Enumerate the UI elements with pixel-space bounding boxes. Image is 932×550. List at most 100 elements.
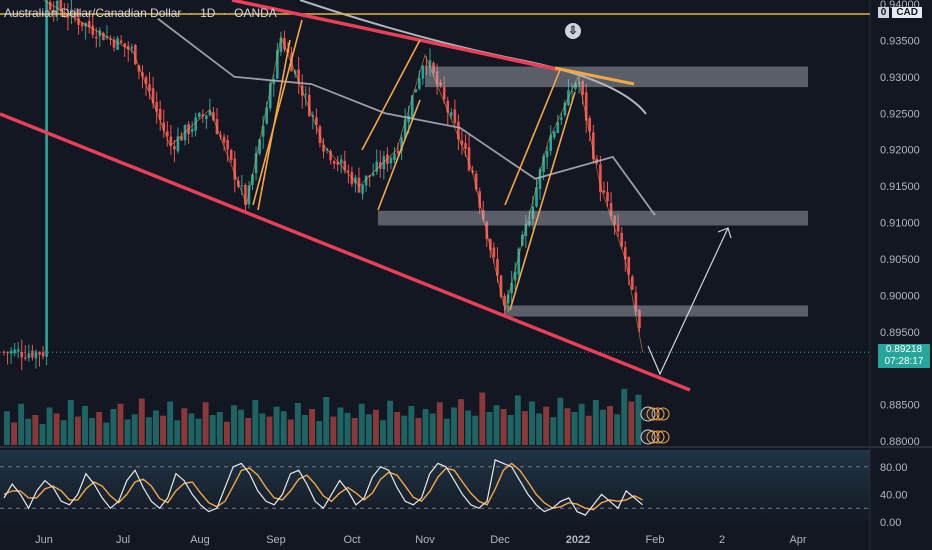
- event-stack-icon: [656, 430, 670, 444]
- price-pane[interactable]: [0, 0, 932, 445]
- volume-bar: [394, 412, 401, 445]
- stochastic-pane[interactable]: [0, 450, 870, 528]
- candle-body: [102, 32, 105, 41]
- event-stack-icon: [651, 407, 665, 421]
- volume-bar: [451, 407, 457, 445]
- channel-line[interactable]: [504, 69, 561, 206]
- header-separator: ·: [219, 6, 231, 20]
- candle-body: [48, 1, 52, 10]
- volume-bar: [309, 409, 315, 445]
- symbol-name[interactable]: Australian Dollar/Canadian Dollar: [4, 6, 182, 20]
- lower-trendline[interactable]: [0, 112, 691, 392]
- projection-arrowhead[interactable]: [717, 227, 732, 239]
- broker-label: OANDA: [234, 6, 277, 20]
- volume-bar: [231, 405, 237, 445]
- candle-body: [141, 72, 144, 77]
- volume-bar: [479, 392, 486, 445]
- support-resistance-zone[interactable]: [505, 305, 808, 317]
- volume-bar: [138, 398, 145, 445]
- upper-trendline-extension[interactable]: [554, 66, 635, 86]
- candle-body: [556, 122, 560, 134]
- stoch-tick-label: 80.00: [880, 462, 908, 474]
- volume-bar: [195, 418, 202, 445]
- candle-body: [254, 153, 258, 174]
- candle-body: [574, 83, 577, 89]
- candle-body: [126, 45, 130, 50]
- price-tick-label: 0.92000: [880, 145, 920, 157]
- candle-body: [194, 117, 197, 131]
- volume-bar: [458, 399, 464, 445]
- support-resistance-zone[interactable]: [377, 210, 808, 226]
- volume-bar: [323, 397, 330, 445]
- candle-body: [634, 292, 638, 312]
- volume-bar: [287, 419, 294, 445]
- volume-bar: [330, 416, 337, 445]
- candle-body: [91, 25, 95, 35]
- candle-body: [517, 248, 521, 275]
- interval-label[interactable]: 1D: [200, 6, 216, 20]
- candle-body: [166, 131, 169, 137]
- candle-body: [66, 14, 70, 18]
- volume-bar: [465, 410, 472, 445]
- candle-body: [16, 349, 20, 352]
- volume-bar: [266, 416, 273, 445]
- channel-line[interactable]: [361, 39, 421, 151]
- time-tick-label: Nov: [415, 534, 435, 546]
- support-resistance-zone[interactable]: [425, 66, 808, 88]
- stoch-k-line: [3, 459, 643, 516]
- candle-body: [542, 156, 545, 172]
- volume-bar: [422, 409, 429, 445]
- candle-body: [435, 71, 439, 85]
- event-flag-icon[interactable]: [640, 429, 656, 445]
- candle-body: [329, 150, 332, 161]
- stoch-d-line: [3, 462, 643, 511]
- event-stack-icon: [651, 430, 665, 444]
- volume-bar: [18, 403, 25, 445]
- candle-body: [481, 210, 485, 220]
- candle-body: [208, 110, 212, 116]
- volume-bar: [564, 408, 571, 445]
- candle-body: [623, 247, 627, 260]
- candle-body: [453, 109, 457, 123]
- moving-average-line: [157, 17, 656, 216]
- candle-body: [311, 115, 315, 117]
- symbol-header[interactable]: Australian Dollar/Canadian Dollar · 1D ·…: [4, 6, 281, 20]
- candle-body: [393, 153, 396, 161]
- channel-line[interactable]: [509, 91, 576, 311]
- upper-trendline[interactable]: [231, 0, 561, 72]
- candle-body: [485, 221, 489, 240]
- volume-bar: [82, 406, 88, 445]
- candle-body: [638, 310, 641, 329]
- candle-body: [613, 216, 616, 225]
- scroll-down-icon[interactable]: ⇩: [565, 23, 581, 39]
- price-pane-bg: [0, 0, 932, 445]
- last-price-label: 0.89218 07:28:17: [878, 344, 930, 368]
- volume-bar: [571, 412, 578, 445]
- candle-body: [123, 43, 126, 48]
- volume-bar: [486, 412, 493, 445]
- drawings-layer[interactable]: [0, 0, 870, 445]
- channel-line[interactable]: [257, 39, 291, 211]
- candle-body: [24, 357, 27, 359]
- candle-body: [442, 87, 446, 100]
- candle-body: [521, 234, 524, 246]
- candle-body: [70, 9, 73, 16]
- candle-body: [510, 282, 513, 294]
- candle-body: [552, 131, 556, 138]
- candle-body: [499, 275, 503, 297]
- candle-body: [265, 107, 268, 124]
- volume-bar: [160, 415, 166, 445]
- candle-body: [609, 203, 613, 217]
- currency-badge[interactable]: 0 CAD: [877, 4, 922, 20]
- candle-body: [616, 225, 620, 232]
- volume-bar: [621, 388, 628, 445]
- price-tick-label: 0.88000: [880, 436, 920, 448]
- channel-line[interactable]: [377, 99, 421, 211]
- volume-bar: [60, 420, 67, 445]
- channel-line[interactable]: [252, 19, 303, 206]
- projection-arrow[interactable]: [647, 227, 729, 376]
- candle-body: [197, 112, 201, 117]
- event-earth-icon[interactable]: [640, 406, 656, 422]
